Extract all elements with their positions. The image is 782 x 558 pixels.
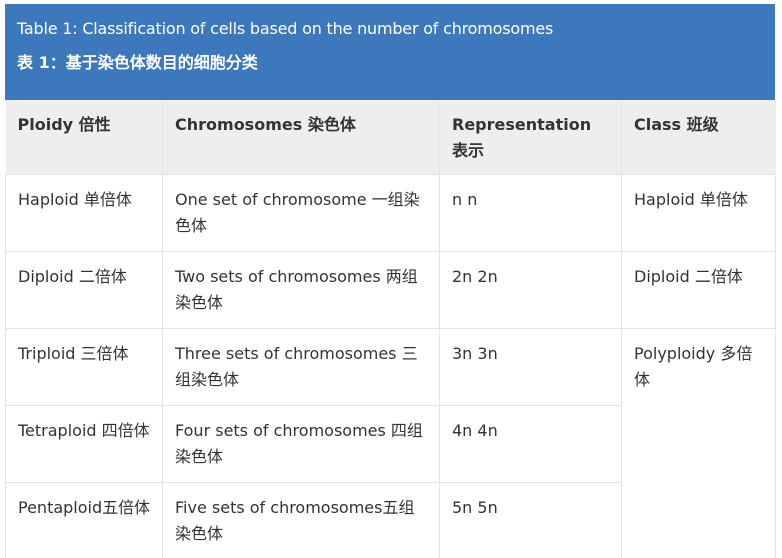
cell-chromosomes: One set of chromosome 一组染色体	[162, 174, 440, 252]
cell-class-polyploidy: Polyploidy 多倍体	[621, 328, 776, 558]
cell-ploidy: Diploid 二倍体	[5, 251, 163, 329]
table-row: Haploid 单倍体 One set of chromosome 一组染色体 …	[5, 174, 776, 252]
cell-ploidy: Tetraploid 四倍体	[5, 405, 163, 483]
table-caption: Table 1: Classification of cells based o…	[5, 4, 775, 100]
cell-representation: n n	[439, 174, 622, 252]
cell-representation: 4n 4n	[439, 405, 622, 483]
cell-chromosomes: Five sets of chromosomes五组染色体	[162, 482, 440, 558]
cell-chromosomes: Four sets of chromosomes 四组染色体	[162, 405, 440, 483]
cell-ploidy: Triploid 三倍体	[5, 328, 163, 406]
cell-ploidy: Pentaploid五倍体	[5, 482, 163, 558]
table-row: Pentaploid五倍体 Five sets of chromosomes五组…	[5, 482, 776, 558]
cell-representation: 5n 5n	[439, 482, 622, 558]
cell-ploidy: Haploid 单倍体	[5, 174, 163, 252]
header-row: Ploidy 倍性 Chromosomes 染色体 Representation…	[5, 100, 776, 175]
table-row: Tetraploid 四倍体 Four sets of chromosomes …	[5, 405, 776, 483]
ploidy-table: Ploidy 倍性 Chromosomes 染色体 Representation…	[5, 100, 776, 558]
cell-class: Haploid 单倍体	[621, 174, 776, 252]
cell-chromosomes: Two sets of chromosomes 两组染色体	[162, 251, 440, 329]
caption-title-zh: 表 1：基于染色体数目的细胞分类	[17, 53, 258, 72]
header-ploidy: Ploidy 倍性	[5, 100, 163, 175]
header-representation: Representation 表示	[439, 100, 622, 175]
cell-representation: 3n 3n	[439, 328, 622, 406]
header-class: Class 班级	[621, 100, 776, 175]
table-row: Diploid 二倍体 Two sets of chromosomes 两组染色…	[5, 251, 776, 329]
cell-chromosomes: Three sets of chromosomes 三组染色体	[162, 328, 440, 406]
caption-title-en: Table 1: Classification of cells based o…	[17, 19, 554, 38]
cell-class: Diploid 二倍体	[621, 251, 776, 329]
cell-representation: 2n 2n	[439, 251, 622, 329]
header-chromosomes: Chromosomes 染色体	[162, 100, 440, 175]
table-row: Triploid 三倍体 Three sets of chromosomes 三…	[5, 328, 776, 558]
